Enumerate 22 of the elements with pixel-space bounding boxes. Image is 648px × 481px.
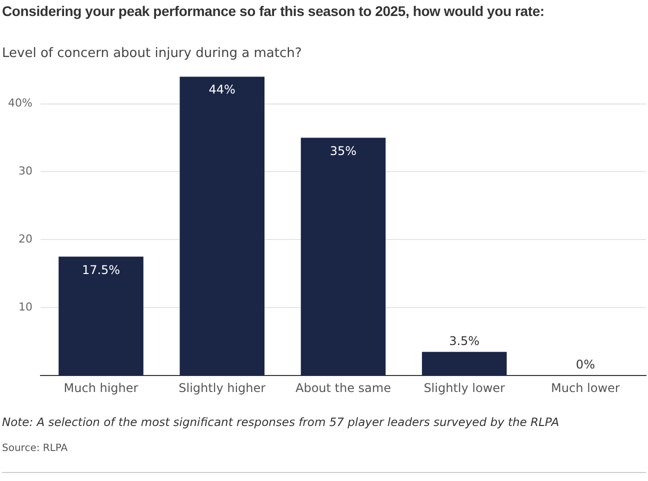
data-label: 44% bbox=[208, 82, 236, 97]
data-label: 3.5% bbox=[449, 334, 480, 348]
y-tick-label: 10 bbox=[18, 300, 32, 314]
data-label: 35% bbox=[330, 144, 357, 158]
bar bbox=[422, 352, 507, 376]
x-tick-label: About the same bbox=[295, 380, 391, 395]
bar bbox=[58, 256, 144, 376]
chart-subtitle: Level of concern about injury during a match? bbox=[2, 46, 302, 61]
x-tick-label: Slightly higher bbox=[178, 380, 266, 395]
y-tick-label: 20 bbox=[18, 232, 32, 246]
data-label: 0% bbox=[576, 358, 595, 372]
data-label: 17.5% bbox=[82, 262, 120, 277]
y-tick-label: 40% bbox=[8, 96, 32, 110]
source-note: Source: RLPA bbox=[2, 443, 69, 454]
chart-title: Considering your peak performance so far this season to 2025, how would you rate: bbox=[2, 3, 544, 19]
x-tick-label: Slightly lower bbox=[424, 380, 506, 395]
x-tick-label: Much lower bbox=[551, 380, 620, 395]
y-tick-label: 30 bbox=[18, 164, 32, 178]
bar bbox=[180, 76, 265, 376]
x-tick-label: Much higher bbox=[64, 380, 138, 395]
text: Note: A selection of the most significant responses from 57 player leaders surveyed by the RLPA bbox=[2, 415, 560, 429]
bar bbox=[300, 138, 386, 376]
